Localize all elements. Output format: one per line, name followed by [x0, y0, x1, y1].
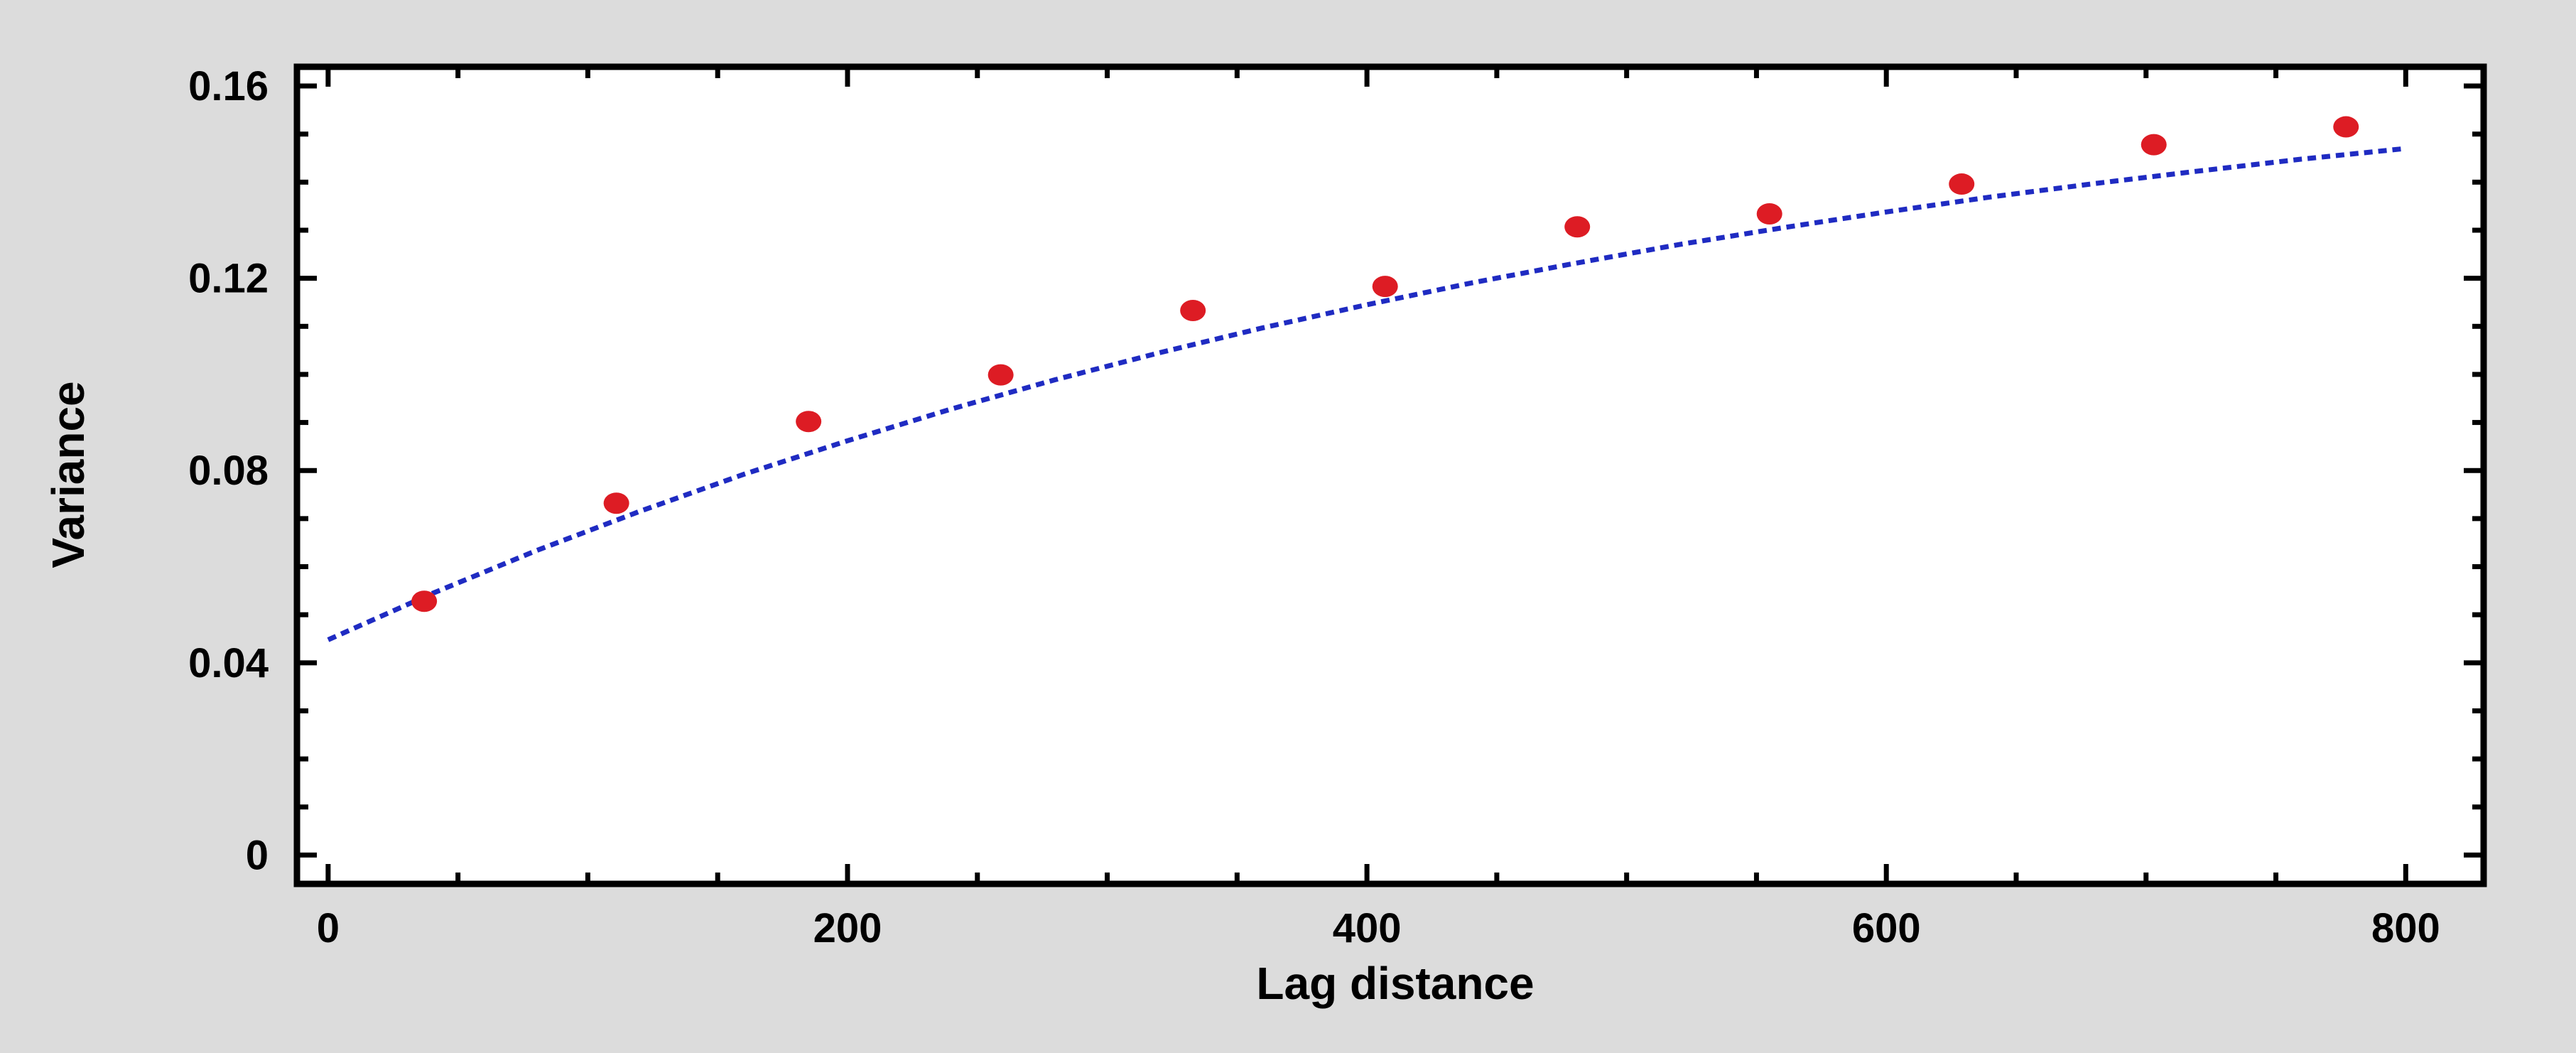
data-point — [1949, 173, 1975, 195]
data-point — [603, 492, 629, 514]
x-tick-label: 200 — [813, 905, 882, 951]
data-point — [1564, 216, 1591, 238]
x-tick-label: 400 — [1333, 905, 1402, 951]
data-points — [411, 116, 2359, 612]
x-axis-label: Lag distance — [1256, 958, 1534, 1009]
y-tick-label: 0.12 — [188, 256, 269, 302]
data-point — [2141, 134, 2167, 156]
plot-area — [297, 67, 2484, 884]
fitted-curve — [327, 146, 2406, 642]
y-tick-label: 0.08 — [188, 448, 269, 494]
data-point — [2333, 116, 2359, 138]
y-tick-label: 0.04 — [188, 640, 269, 686]
y-tick-label: 0 — [246, 832, 269, 878]
x-tick-label: 800 — [2371, 905, 2440, 951]
y-tick-label: 0.16 — [188, 63, 269, 109]
x-tick-label: 0 — [317, 905, 340, 951]
y-axis-label: Variance — [43, 381, 94, 568]
tick-labels: 0 200 400 600 800 0 0.04 0.08 0.12 0.16 — [188, 63, 2440, 951]
plot-frame — [293, 63, 2487, 887]
data-point — [1180, 299, 1206, 321]
x-tick-label: 600 — [1852, 905, 1921, 951]
data-point — [1756, 203, 1782, 225]
data-point — [411, 590, 438, 612]
fitted-line — [327, 146, 2406, 642]
data-point — [1372, 276, 1398, 298]
data-point — [987, 364, 1014, 386]
data-point — [796, 411, 822, 433]
